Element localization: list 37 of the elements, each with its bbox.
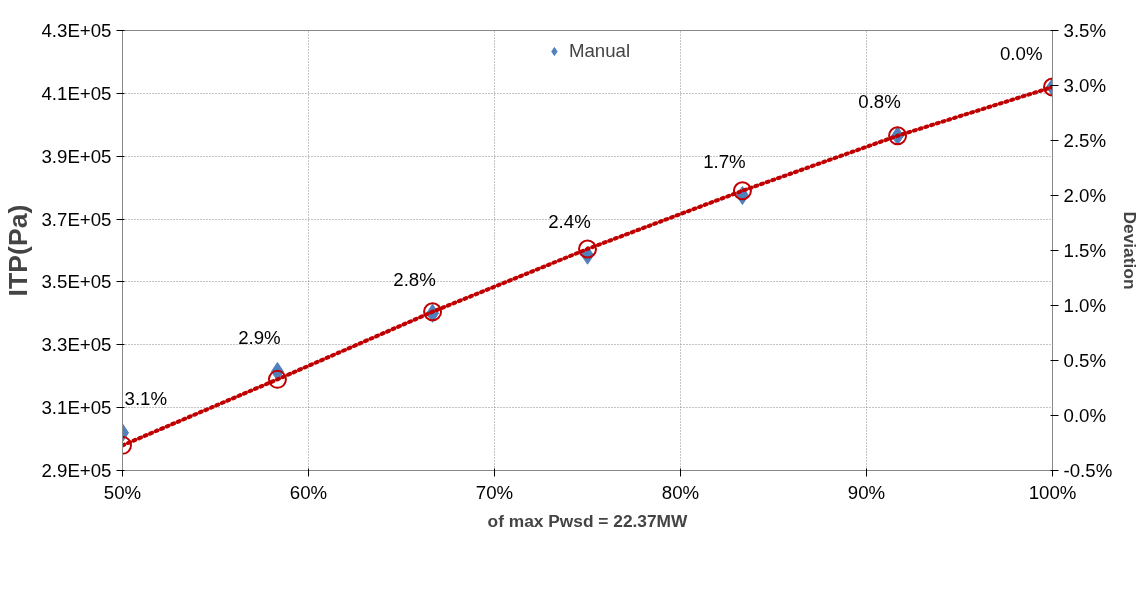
y2-tick-label: 1.5% — [1063, 240, 1107, 261]
y2-tick-label: 2.0% — [1063, 185, 1107, 206]
annotation: 2.8% — [393, 268, 436, 290]
y2-tick-label: 2.5% — [1063, 130, 1107, 151]
y-tick-label: 3.7E+05 — [41, 208, 112, 230]
x-tick-label: 90% — [847, 481, 886, 503]
y2-axis-title: Deviation — [1120, 211, 1141, 290]
x-tick-label: 50% — [103, 481, 142, 503]
y2-tick-label: 3.5% — [1063, 20, 1107, 41]
legend-label: Manual — [568, 40, 631, 62]
y-tick-label: 3.5E+05 — [41, 271, 112, 293]
x-tick-label: 60% — [289, 481, 328, 503]
point — [578, 239, 597, 259]
point — [267, 369, 287, 389]
y2-tick-label: 0.0% — [1063, 405, 1107, 426]
y-tick-label: 3.1E+05 — [41, 397, 112, 419]
annotation: 2.9% — [238, 327, 281, 348]
y-axis-title: ITP(Pa) — [3, 204, 34, 297]
x-axis-title: of max Pwsd = 22.37MW — [487, 510, 689, 531]
y-tick-label: 2.9E+05 — [41, 460, 112, 481]
y2-tick-label: 3.0% — [1063, 75, 1107, 96]
annotation: 1.7% — [703, 151, 746, 172]
y-tick-label: 3.3E+05 — [41, 334, 112, 356]
y-tick-label: 4.3E+05 — [41, 20, 112, 41]
annotation: 3.1% — [124, 388, 168, 410]
annotation: 0.0% — [999, 42, 1043, 64]
y2-tick-label: -0.5% — [1063, 460, 1113, 481]
x-tick-label: 80% — [661, 481, 700, 503]
y-tick-label: 3.9E+05 — [41, 145, 112, 167]
annotation: 2.4% — [548, 210, 591, 232]
x-tick-label: 70% — [475, 481, 514, 503]
y2-tick-label: 1.0% — [1063, 295, 1107, 316]
annotation: 0.8% — [858, 91, 901, 113]
y2-tick-label: 0.5% — [1063, 350, 1107, 371]
x-tick-label: 100% — [1028, 481, 1077, 503]
point — [732, 181, 752, 201]
y-tick-label: 4.1E+05 — [41, 82, 112, 104]
